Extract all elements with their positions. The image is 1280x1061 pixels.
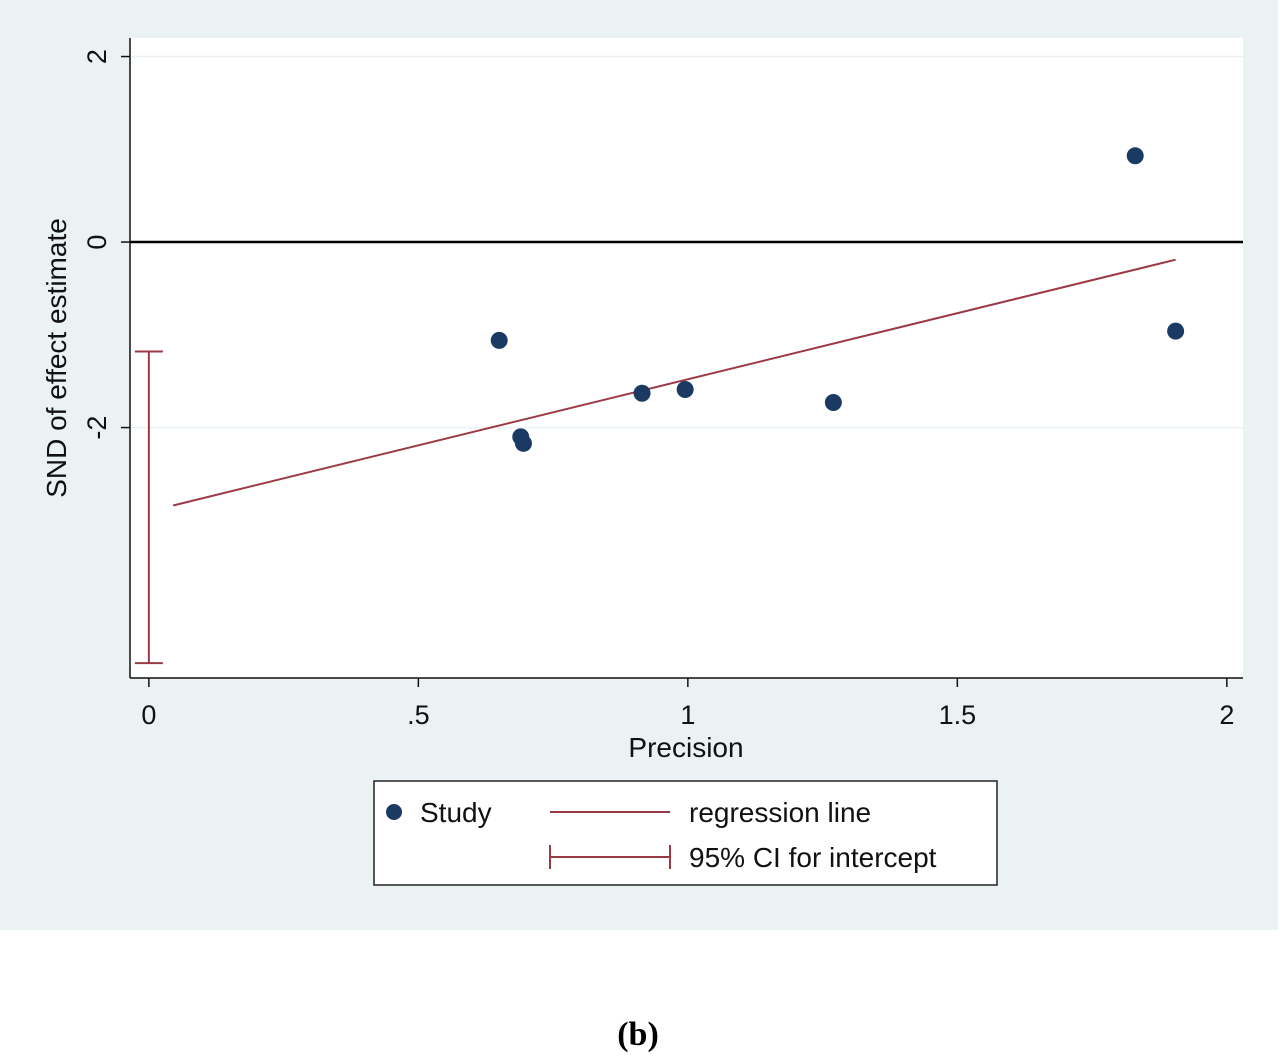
axes	[129, 38, 1243, 679]
legend-regression-label: regression line	[689, 797, 871, 828]
study-points-layer	[490, 147, 1185, 452]
y-tick-label: 0	[82, 235, 112, 250]
regression-line	[172, 258, 1176, 507]
study-point	[490, 331, 508, 349]
legend-ci-label: 95% CI for intercept	[689, 842, 937, 873]
y-tick-label: -2	[82, 416, 112, 440]
x-axis-title: Precision	[628, 732, 743, 763]
regression-layer	[172, 258, 1176, 507]
x-tick-label: 2	[1219, 700, 1234, 730]
legend-study-label: Study	[420, 797, 492, 828]
x-tick-label: .5	[407, 700, 430, 730]
study-point	[633, 384, 651, 402]
x-tick-label: 0	[141, 700, 156, 730]
x-tick-label: 1.5	[939, 700, 977, 730]
x-tick-label: 1	[680, 700, 695, 730]
tick-marks-and-labels: 2 0 -2 0 .5 1 1.5 2	[82, 49, 1234, 730]
legend: Study regression line 95% CI for interce…	[373, 780, 998, 886]
legend-box	[373, 780, 998, 886]
legend-ci-swatch	[549, 845, 671, 869]
study-point	[824, 394, 842, 412]
study-point	[1126, 147, 1144, 165]
intercept-ci-layer	[134, 350, 163, 665]
y-axis-title: SND of effect estimate	[41, 218, 72, 498]
plot-area	[130, 38, 1243, 678]
figure-caption: (b)	[617, 1016, 659, 1053]
y-tick-label: 2	[82, 49, 112, 64]
study-point	[676, 381, 694, 399]
study-point	[514, 434, 532, 452]
study-point	[1167, 322, 1185, 340]
legend-study-marker	[386, 804, 402, 820]
